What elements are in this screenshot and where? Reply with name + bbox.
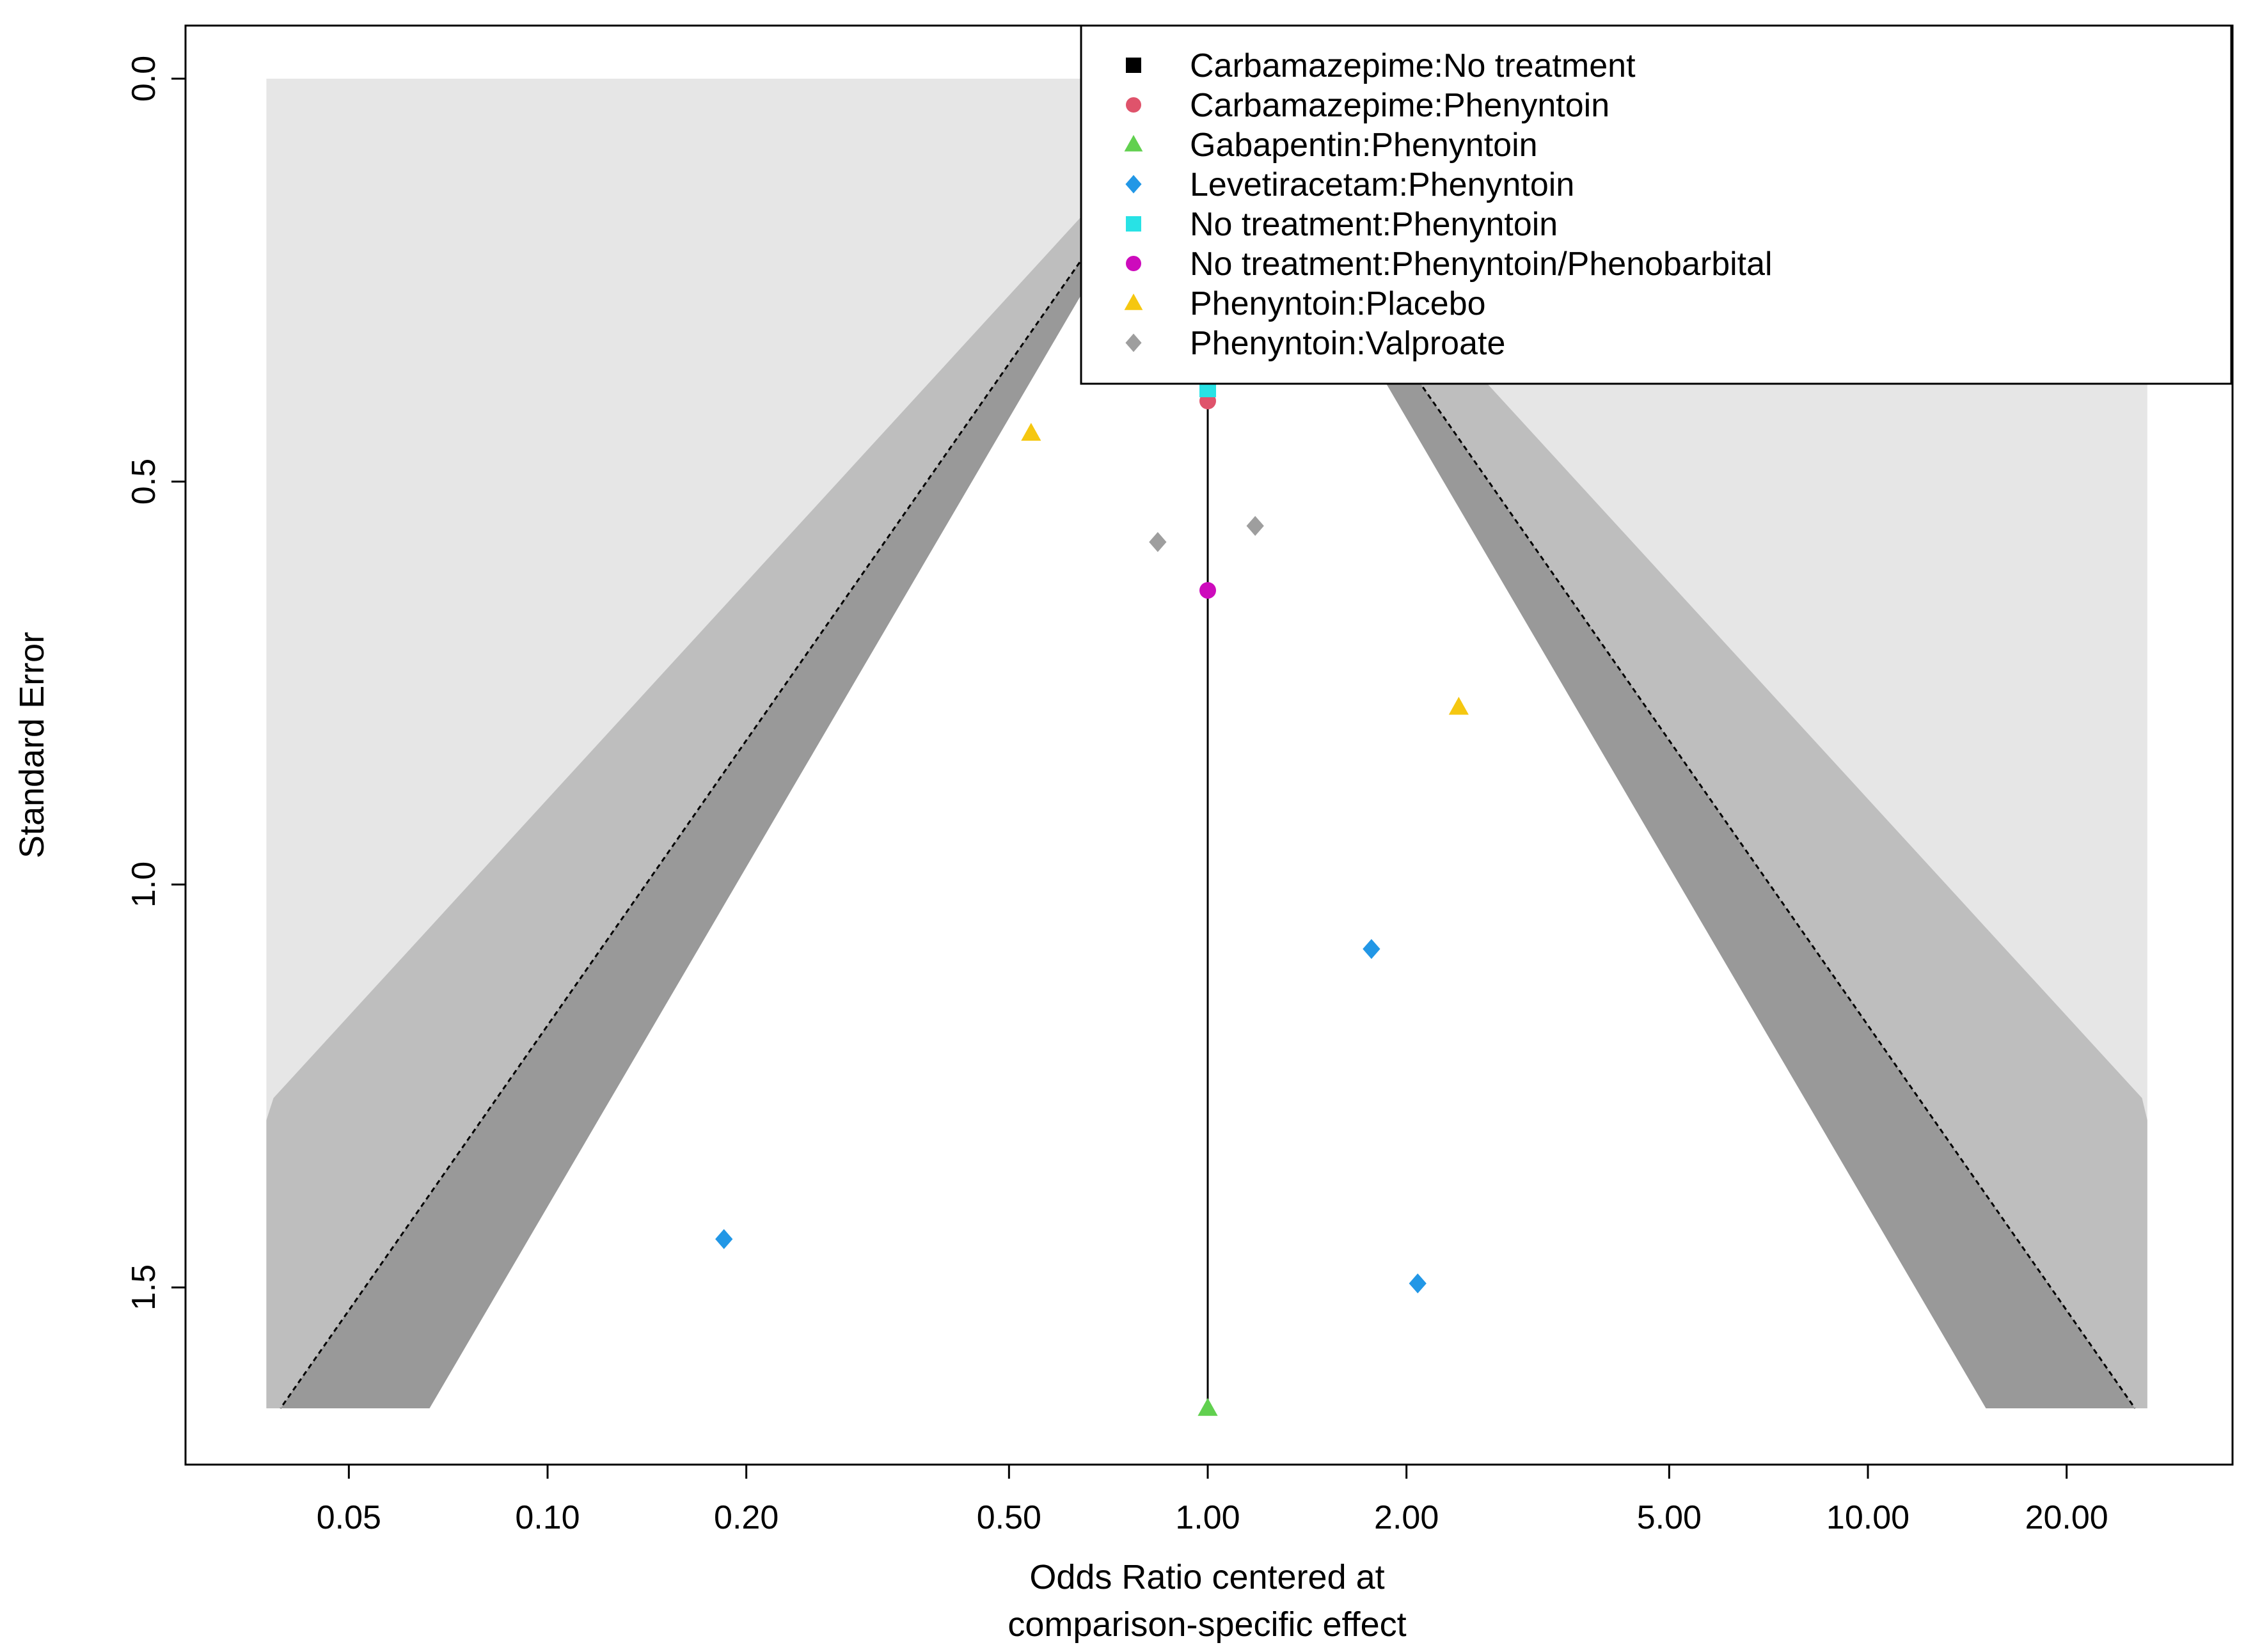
- x-tick-label: 0.50: [977, 1499, 1041, 1536]
- data-point: [1448, 696, 1469, 715]
- data-point: [1149, 531, 1167, 553]
- legend-marker: [1124, 135, 1143, 152]
- data-point: [1198, 1397, 1218, 1416]
- legend-item-label: No treatment:Phenyntoin: [1190, 206, 1558, 243]
- legend-marker: [1126, 256, 1141, 271]
- legend-item-label: Phenyntoin:Valproate: [1190, 325, 1505, 362]
- y-axis: 0.0 0.5 1.0 1.5: [125, 56, 187, 1310]
- legend-marker: [1126, 216, 1141, 232]
- legend-item-label: Levetiracetam:Phenyntoin: [1190, 166, 1574, 203]
- x-axis-title-line-1: Odds Ratio centered at: [1029, 1558, 1384, 1596]
- legend-marker: [1125, 175, 1142, 194]
- legend-box: [1080, 24, 2233, 385]
- data-point: [1246, 515, 1264, 536]
- legend-marker: [1125, 333, 1142, 352]
- y-tick-label: 0.0: [125, 56, 162, 102]
- x-axis-title-line-2: comparison-specific effect: [1008, 1605, 1406, 1644]
- legend-item-label: Carbamazepime:Phenyntoin: [1190, 87, 1609, 124]
- y-tick-label: 0.5: [125, 459, 162, 505]
- x-tick-label: 5.00: [1637, 1499, 1702, 1536]
- x-axis: 0.05 0.10 0.20 0.50 1.00 2.00 5.00 10.00 20.00: [317, 1463, 2108, 1536]
- x-tick-label: 0.05: [317, 1499, 381, 1536]
- x-tick-label: 0.10: [515, 1499, 580, 1536]
- legend-item-label: Carbamazepime:No treatment: [1190, 47, 1636, 84]
- data-point: [1021, 423, 1041, 441]
- x-tick-label: 1.00: [1175, 1499, 1240, 1536]
- x-tick-label: 10.00: [1826, 1499, 1909, 1536]
- y-axis-title: Standard Error: [13, 632, 51, 858]
- x-tick-label: 2.00: [1374, 1499, 1439, 1536]
- legend-marker: [1126, 58, 1141, 73]
- ci-line-left: [280, 78, 1209, 1409]
- y-tick-label: 1.5: [125, 1264, 162, 1310]
- legend-marker: [1124, 294, 1143, 310]
- legend-item-label: No treatment:Phenyntoin/Phenobarbital: [1190, 246, 1773, 283]
- legend-item-label: Gabapentin:Phenyntoin: [1190, 127, 1538, 164]
- data-points: [715, 376, 1469, 1416]
- data-point: [1363, 939, 1380, 959]
- legend-marker: [1126, 97, 1141, 113]
- data-point: [1409, 1273, 1427, 1294]
- data-point: [715, 1229, 733, 1249]
- data-point: [1199, 582, 1216, 599]
- y-tick-label: 1.0: [125, 861, 162, 908]
- legend-item-label: Phenyntoin:Placebo: [1190, 285, 1486, 322]
- legend: Carbamazepime:No treatmentCarbamazepime:…: [1080, 24, 2233, 385]
- x-tick-label: 0.20: [714, 1499, 779, 1536]
- x-tick-label: 20.00: [2025, 1499, 2108, 1536]
